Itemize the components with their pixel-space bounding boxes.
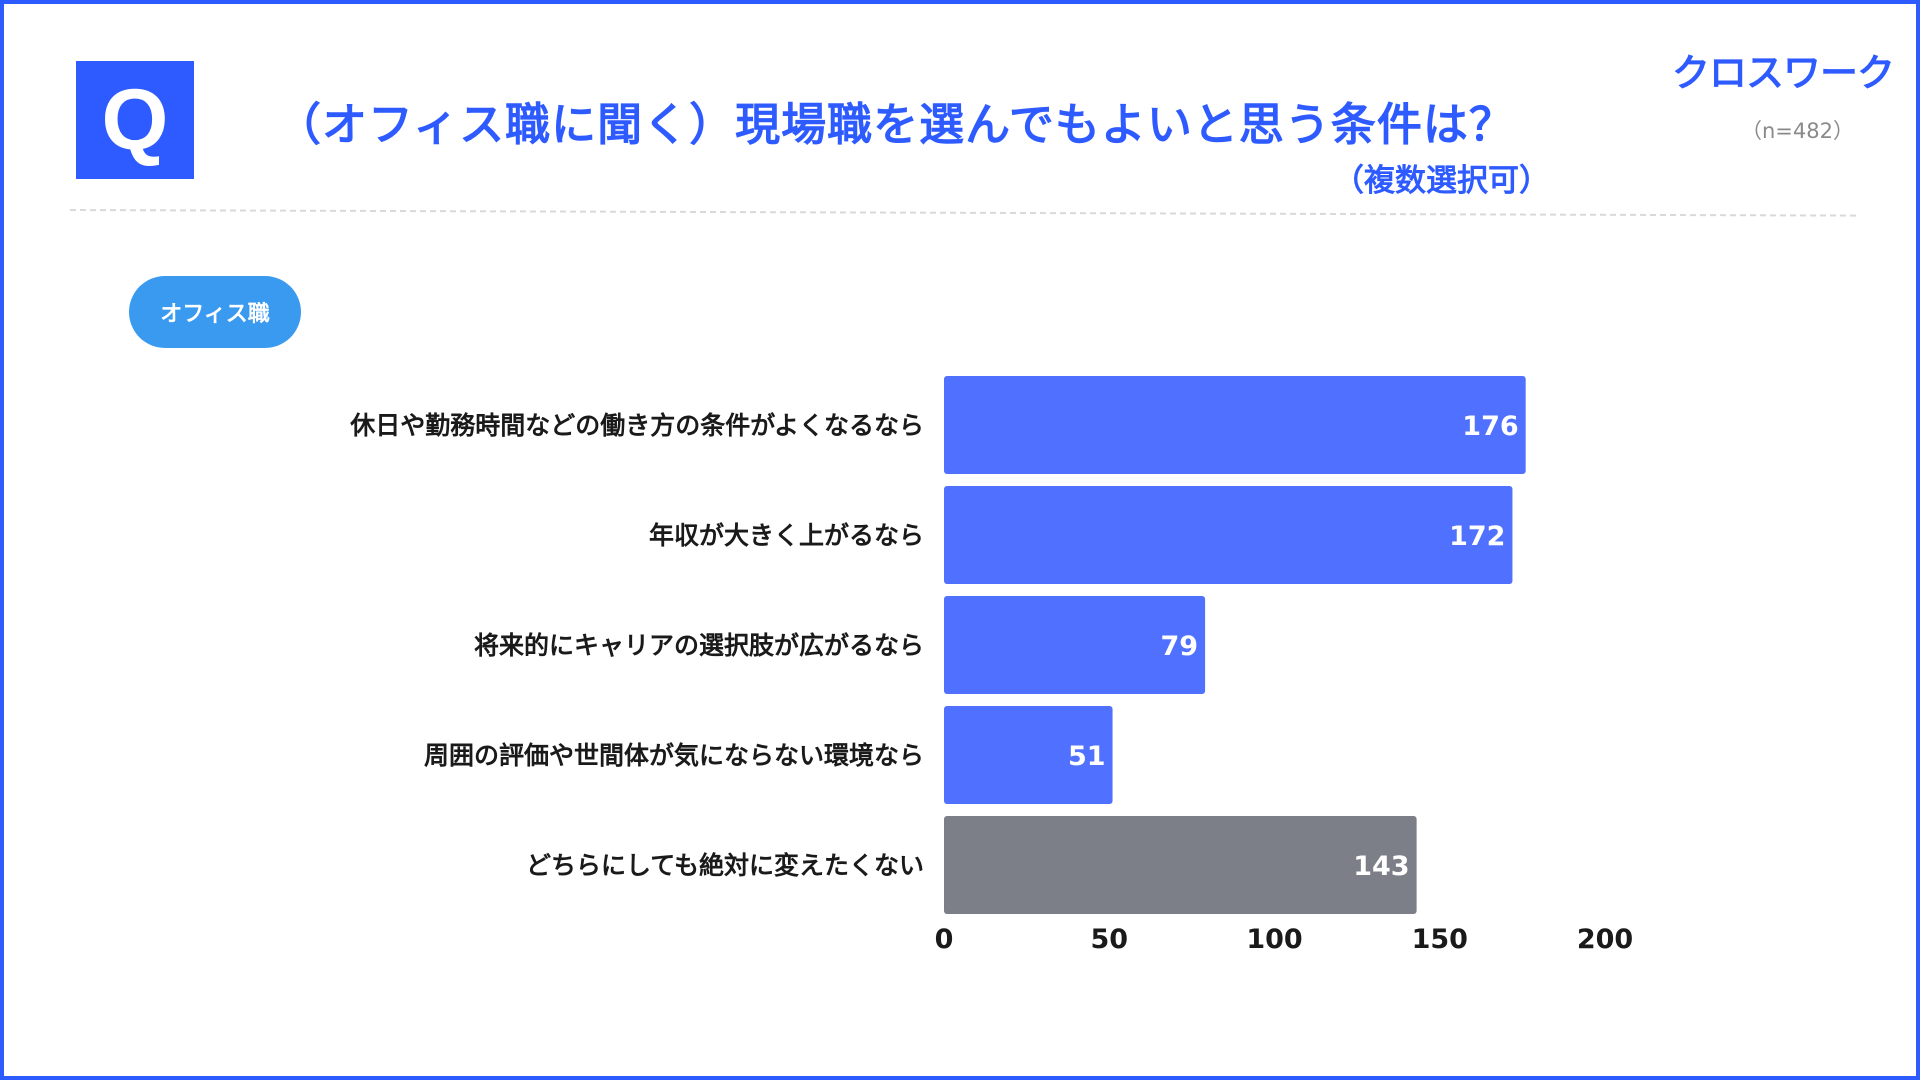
q-mark-text: Q <box>101 71 169 168</box>
bar-4 <box>944 816 1417 914</box>
bar-3 <box>944 706 1113 804</box>
bar-0 <box>944 376 1526 474</box>
bar-2 <box>944 596 1206 694</box>
page-subtitle: （複数選択可） <box>1333 163 1550 199</box>
page-title: （オフィス職に聞く）現場職を選んでもよいと思う条件は？ <box>276 98 1515 151</box>
x-tick-label-4: 200 <box>1577 924 1633 955</box>
brand-logo: クロスワーク <box>1672 51 1895 95</box>
value-label-1: 172 <box>1449 521 1505 552</box>
x-tick-label-2: 100 <box>1246 924 1302 955</box>
series-label-pill: オフィス職 <box>129 276 301 348</box>
value-label-2: 79 <box>1161 631 1199 662</box>
sample-size: （n=482） <box>1741 119 1854 143</box>
value-label-4: 143 <box>1353 851 1409 882</box>
category-label-0: 休日や勤務時間などの働き方の条件がよくなるなら <box>349 411 924 440</box>
x-tick-label-3: 150 <box>1412 924 1468 955</box>
value-label-0: 176 <box>1462 411 1518 442</box>
bar-1 <box>944 486 1513 584</box>
category-label-2: 将来的にキャリアの選択肢が広がるなら <box>474 631 924 660</box>
x-tick-label-0: 0 <box>935 924 954 955</box>
category-label-1: 年収が大きく上がるなら <box>649 521 924 550</box>
q-mark-badge: Q <box>76 61 194 179</box>
category-label-3: 周囲の評価や世間体が気にならない環境なら <box>424 741 924 770</box>
value-label-3: 51 <box>1068 741 1106 772</box>
category-label-4: どちらにしても絶対に変えたくない <box>526 851 924 880</box>
x-tick-label-1: 50 <box>1090 924 1128 955</box>
